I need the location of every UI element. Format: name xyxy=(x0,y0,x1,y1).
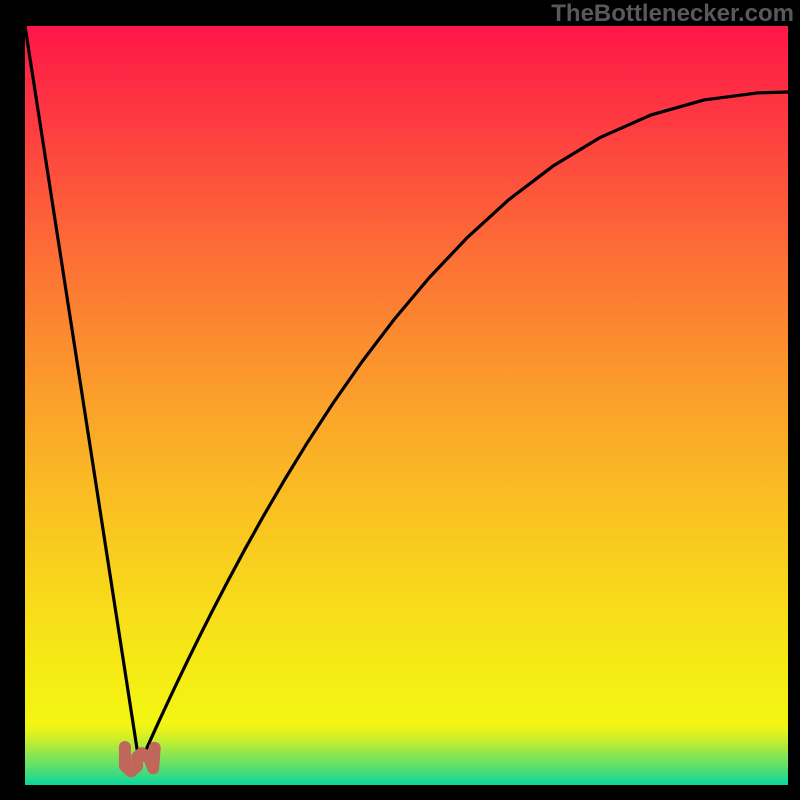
chart-container: TheBottlenecker.com xyxy=(0,0,800,800)
border-left xyxy=(0,0,25,800)
plot-area xyxy=(25,26,788,785)
watermark-text: TheBottlenecker.com xyxy=(551,0,794,28)
highlight-marker xyxy=(25,26,788,785)
border-bottom xyxy=(0,785,800,800)
border-right xyxy=(788,0,800,800)
